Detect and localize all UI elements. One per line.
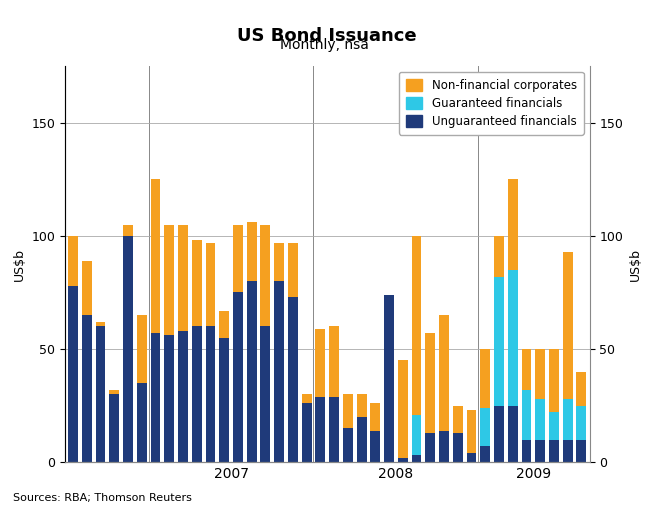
Bar [233, 225, 243, 293]
Bar [562, 439, 573, 462]
Bar [356, 394, 367, 417]
Bar [549, 439, 559, 462]
Bar [480, 447, 490, 462]
Bar [343, 428, 353, 462]
Bar [522, 390, 531, 439]
Bar [123, 225, 133, 236]
Bar [494, 406, 504, 462]
Bar [371, 403, 380, 431]
Y-axis label: US$b: US$b [13, 248, 26, 280]
Bar [192, 327, 202, 462]
Bar [508, 179, 518, 270]
Bar [508, 406, 518, 462]
Bar [150, 179, 161, 333]
Bar [467, 410, 476, 453]
Bar [535, 439, 545, 462]
Legend: Non-financial corporates, Guaranteed financials, Unguaranteed financials: Non-financial corporates, Guaranteed fin… [399, 72, 584, 135]
Bar [562, 399, 573, 439]
Bar [577, 439, 586, 462]
Bar [247, 281, 257, 462]
Bar [411, 415, 421, 456]
Bar [178, 331, 188, 462]
Bar [316, 329, 325, 397]
Bar [260, 225, 270, 327]
Bar [233, 293, 243, 462]
Bar [95, 322, 106, 327]
Bar [178, 225, 188, 331]
Bar [411, 236, 421, 415]
Bar [384, 295, 394, 462]
Bar [302, 394, 312, 403]
Bar [95, 327, 106, 462]
Bar [219, 310, 229, 338]
Bar [522, 349, 531, 390]
Bar [82, 315, 92, 462]
Bar [549, 412, 559, 439]
Bar [480, 349, 490, 408]
Bar [123, 236, 133, 462]
Bar [453, 433, 463, 462]
Bar [288, 297, 298, 462]
Bar [316, 397, 325, 462]
Bar [274, 243, 284, 281]
Bar [247, 223, 257, 281]
Bar [329, 327, 339, 397]
Bar [165, 225, 174, 335]
Bar [165, 335, 174, 462]
Bar [549, 349, 559, 412]
Bar [439, 431, 449, 462]
Bar [425, 433, 435, 462]
Bar [398, 458, 408, 462]
Bar [562, 251, 573, 399]
Bar [110, 390, 119, 394]
Bar [398, 360, 408, 458]
Bar [356, 417, 367, 462]
Bar [137, 315, 146, 383]
Bar [439, 315, 449, 431]
Bar [302, 403, 312, 462]
Text: Sources: RBA; Thomson Reuters: Sources: RBA; Thomson Reuters [13, 493, 192, 503]
Bar [288, 243, 298, 297]
Bar [577, 406, 586, 439]
Bar [535, 399, 545, 439]
Title: US Bond Issuance: US Bond Issuance [237, 27, 417, 45]
Bar [192, 240, 202, 327]
Bar [219, 338, 229, 462]
Bar [467, 453, 476, 462]
Bar [110, 394, 119, 462]
Bar [480, 408, 490, 447]
Bar [371, 431, 380, 462]
Bar [68, 285, 78, 462]
Bar [508, 270, 518, 406]
Bar [494, 236, 504, 277]
Bar [137, 383, 146, 462]
Bar [329, 397, 339, 462]
Bar [205, 327, 215, 462]
Bar [411, 456, 421, 462]
Bar [150, 333, 161, 462]
Bar [205, 243, 215, 327]
Bar [274, 281, 284, 462]
Bar [535, 349, 545, 399]
Bar [453, 406, 463, 433]
Bar [425, 333, 435, 433]
Text: Monthly, nsa: Monthly, nsa [279, 38, 369, 52]
Bar [577, 372, 586, 406]
Y-axis label: US$b: US$b [629, 248, 642, 280]
Bar [260, 327, 270, 462]
Bar [82, 261, 92, 315]
Bar [68, 236, 78, 285]
Bar [494, 277, 504, 406]
Bar [522, 439, 531, 462]
Bar [343, 394, 353, 428]
